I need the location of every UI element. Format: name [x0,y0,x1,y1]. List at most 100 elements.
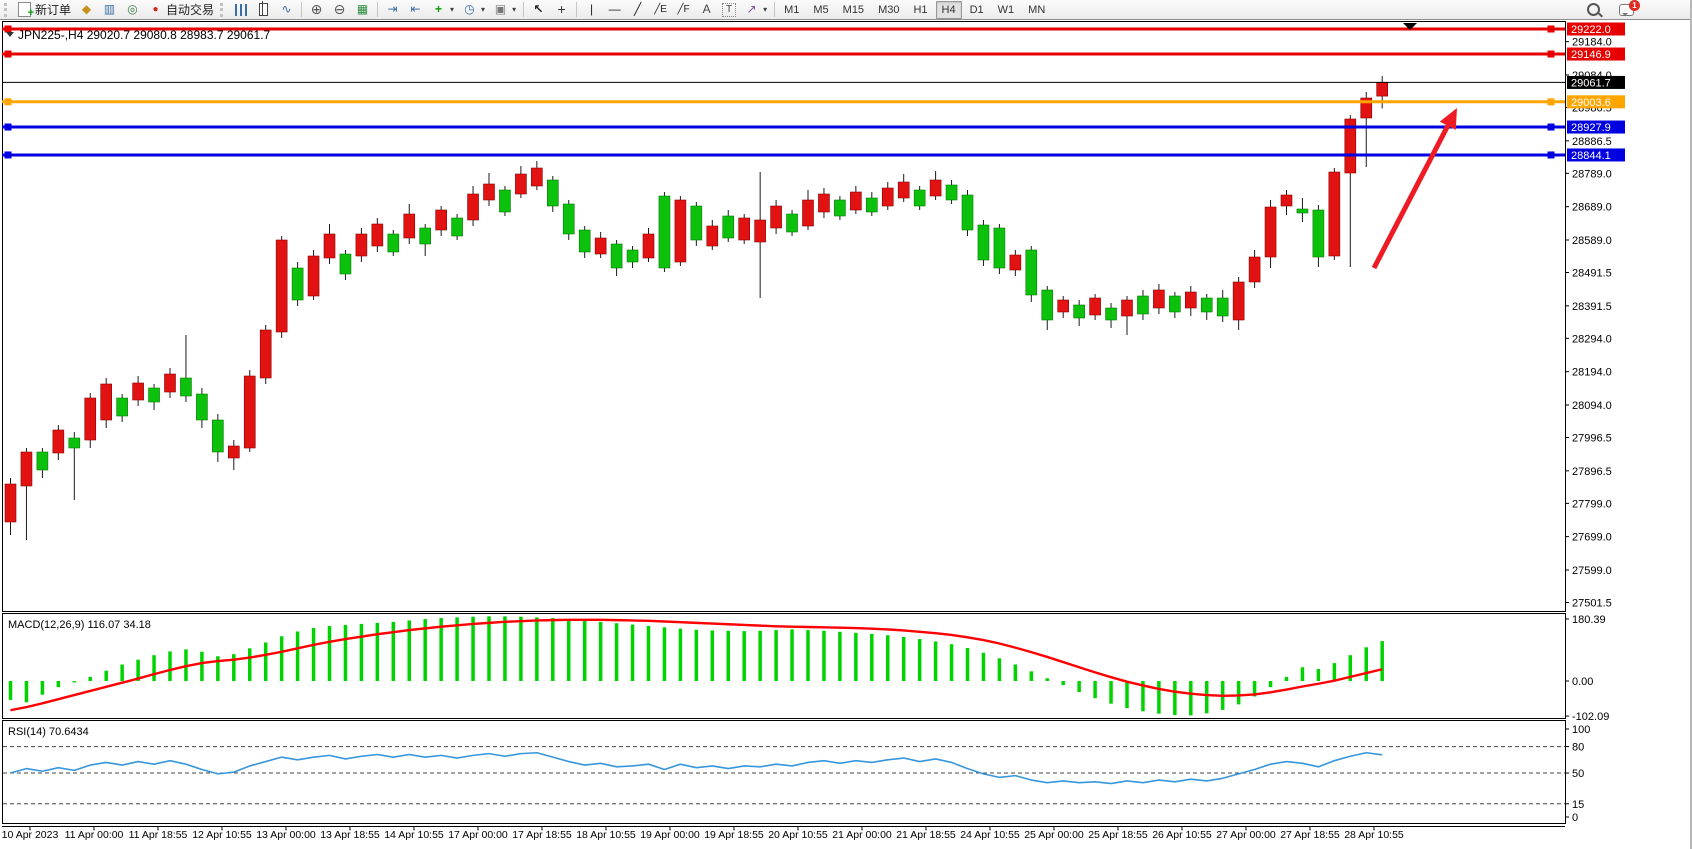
periods-icon: ◷ [464,2,475,16]
line-handle[interactable] [4,98,12,106]
time-axis-label: 11 Apr 00:00 [65,829,124,841]
market-watch-icon: ◆ [81,2,92,16]
time-axis-label: 28 Apr 10:55 [1344,829,1404,841]
chart-title: JPN225-,H4 29020.7 29080.8 28983.7 29061… [18,28,271,42]
candle-up [1360,97,1373,119]
chart-shift-button[interactable]: ⇤ [404,0,427,19]
timeframe-h4-button[interactable]: H4 [935,0,962,19]
vertical-line-button[interactable]: | [580,0,603,19]
periods-button[interactable]: ◷ ▾ [458,0,489,19]
line-handle[interactable] [4,123,12,131]
price-tag-label: 29222.0 [1571,24,1611,36]
chat-bubble-icon: 1 [1619,0,1640,16]
candle-up [1089,297,1101,316]
notification-badge: 1 [1629,0,1640,11]
arrows-tool-button[interactable]: ↗ ▾ [740,0,771,19]
time-axis-label: 26 Apr 10:55 [1152,829,1212,841]
channel-button[interactable]: ╱E [649,0,672,19]
fibonacci-button[interactable]: ╱F [672,0,695,19]
auto-scroll-button[interactable]: ⇥ [381,0,404,19]
line-chart-button[interactable]: ∿ [275,0,298,19]
timeframe-d1-button[interactable]: D1 [969,3,984,16]
rsi-axis-label: 50 [1572,768,1584,780]
timeframe-m5-button[interactable]: M5 [813,3,829,16]
arrows-tool-icon: ↗ [746,2,757,16]
timeframe-group: M1 M5 M15 M30 H1 H4 D1 W1 MN [778,0,1051,19]
indicators-button[interactable]: + ▾ [427,0,458,19]
top-marker-icon[interactable] [1403,23,1417,30]
price-axis-label: 28391.5 [1572,301,1612,313]
timeframe-m30-button[interactable]: M30 [878,3,900,16]
candle-down [419,227,432,245]
line-handle[interactable] [1547,25,1555,33]
price-tag [1567,120,1625,134]
label-tool-icon: T [722,2,737,17]
templates-button[interactable]: ▣ ▾ [489,0,520,19]
candle-down [212,419,224,453]
bar-chart-button[interactable] [229,0,252,19]
candle-down [148,387,160,403]
macd-panel[interactable] [2,613,1566,719]
candle-down [562,203,575,235]
navigator-button[interactable]: ◎ [121,0,144,19]
symbol-dropdown-icon[interactable] [6,32,14,37]
line-handle[interactable] [1547,123,1555,131]
horizontal-line-button[interactable]: — [603,0,626,19]
tile-windows-button[interactable]: ▦ [351,0,374,19]
candle-down [499,189,511,213]
cursor-button[interactable]: ↖ [527,0,550,19]
main-panel[interactable] [2,21,1566,612]
price-axis-label: 28094.0 [1572,400,1612,412]
candle-chart-button[interactable] [252,0,275,19]
text-tool-button[interactable]: A [695,0,718,19]
data-window-button[interactable]: ▥ [98,0,121,19]
candle-up [1248,256,1261,283]
timeframe-h1-button[interactable]: H1 [913,3,928,16]
annotation-arrow[interactable] [1371,124,1451,270]
candle-up [1328,171,1341,257]
line-handle[interactable] [1547,50,1555,58]
candle-down [786,213,798,233]
horizontal-lines[interactable] [2,25,1565,159]
line-handle[interactable] [4,50,12,58]
candle-up [403,213,416,239]
rsi-panel[interactable] [2,720,1566,824]
candle-down [36,451,49,471]
trendline-button[interactable]: ╱ [626,0,649,19]
price-axis-label: 27501.5 [1572,598,1612,610]
timeframe-m15-button[interactable]: M15 [842,3,865,16]
autotrading-button[interactable]: ● 自动交易 [144,0,218,19]
candle-down [913,189,926,207]
candle-chart-icon [259,1,269,16]
candle-up [355,233,368,257]
line-handle[interactable] [4,25,12,33]
timeframe-w1-button[interactable]: W1 [997,3,1015,16]
time-axis-label: 10 Apr 2023 [2,829,59,841]
text-tool-icon: A [702,2,711,16]
time-axis-label: 17 Apr 18:55 [512,829,572,841]
price-axis-label: 28589.0 [1572,235,1612,247]
zoom-in-button[interactable]: ⊕ [305,0,328,19]
search-button[interactable] [1582,0,1605,19]
zoom-out-button[interactable]: ⊖ [328,0,351,19]
line-handle[interactable] [1547,151,1555,159]
toolbar-grip[interactable] [4,2,10,17]
timeframe-m1-button[interactable]: M1 [784,3,800,16]
candle-down [291,267,304,301]
market-watch-button[interactable]: ◆ [75,0,98,19]
bar-chart-icon [234,3,247,16]
annotation-arrow-head[interactable] [1439,108,1457,130]
tile-windows-icon: ▦ [356,2,369,16]
timeframe-mn-button[interactable]: MN [1028,3,1046,16]
price-axis-label: 27599.0 [1572,565,1612,577]
label-tool-button[interactable]: T [718,0,740,19]
new-order-button[interactable]: 新订单 [13,0,75,21]
time-axis-label: 14 Apr 10:55 [384,829,444,841]
crosshair-button[interactable]: + [550,0,573,19]
line-handle[interactable] [1547,98,1555,106]
price-tag [1567,148,1625,162]
notifications-button[interactable]: 1 [1615,0,1640,19]
candle-down [1169,295,1181,313]
line-handle[interactable] [4,151,12,159]
